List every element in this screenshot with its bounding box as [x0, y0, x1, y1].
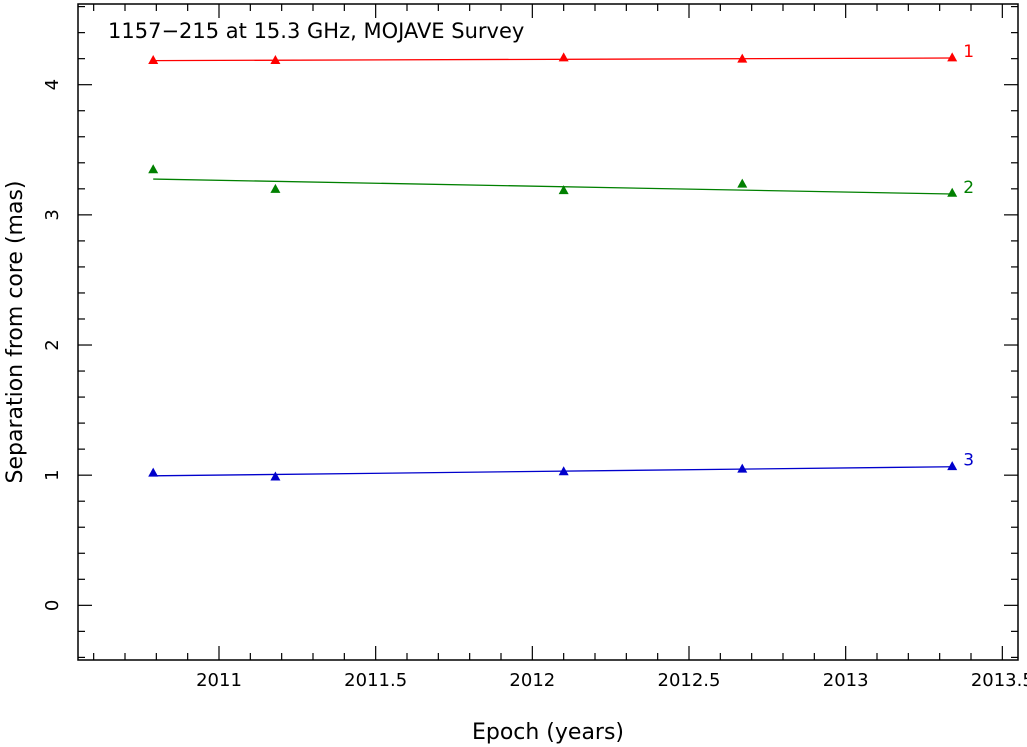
axis-ticks: [78, 4, 1018, 660]
data-point-series-2: [148, 164, 159, 174]
data-point-series-3: [558, 466, 569, 476]
data-point-series-1: [270, 54, 281, 64]
y-tick-label: 0: [42, 600, 63, 611]
x-axis-title: Epoch (years): [472, 720, 624, 745]
fit-line-1: [153, 57, 953, 62]
fit-line-3: [153, 466, 953, 477]
data-point-series-2: [737, 178, 748, 188]
data-point-series-2: [558, 185, 569, 195]
x-tick-label: 2012.5: [658, 670, 721, 691]
series-label-2: 2: [963, 178, 974, 198]
x-tick-label: 2011: [196, 670, 242, 691]
data-point-series-3: [270, 471, 281, 481]
data-point-series-1: [737, 53, 748, 63]
axis-tick-labels: 2011 2011.5 2012 2012.5 2013 2013.5 0 1 2 3 4: [42, 79, 1027, 691]
fit-line-2: [153, 178, 953, 195]
x-tick-label: 2012: [509, 670, 555, 691]
y-axis-title: Separation from core (mas): [3, 181, 28, 484]
data-point-series-1: [947, 52, 958, 62]
data-point-series-3: [947, 461, 958, 471]
data-point-series-1: [148, 54, 159, 64]
x-tick-label: 2013: [823, 670, 869, 691]
fit-lines: [153, 57, 953, 477]
plot-frame: [77, 3, 1019, 661]
series-label-3: 3: [963, 451, 974, 471]
y-tick-label: 4: [42, 79, 63, 90]
x-tick-label: 2013.5: [971, 670, 1027, 691]
chart-title: 1157−215 at 15.3 GHz, MOJAVE Survey: [108, 19, 524, 43]
x-tick-label: 2011.5: [344, 670, 407, 691]
data-point-series-1: [558, 52, 569, 62]
data-point-series-3: [148, 467, 159, 477]
data-point-series-2: [270, 183, 281, 193]
y-tick-label: 2: [42, 339, 63, 350]
series-label-1: 1: [963, 42, 974, 62]
y-tick-label: 1: [42, 469, 63, 480]
series-labels: 1 2 3: [963, 42, 974, 471]
data-point-series-2: [947, 187, 958, 197]
data-points: [148, 52, 958, 481]
y-tick-label: 3: [42, 209, 63, 220]
data-point-series-3: [737, 463, 748, 473]
